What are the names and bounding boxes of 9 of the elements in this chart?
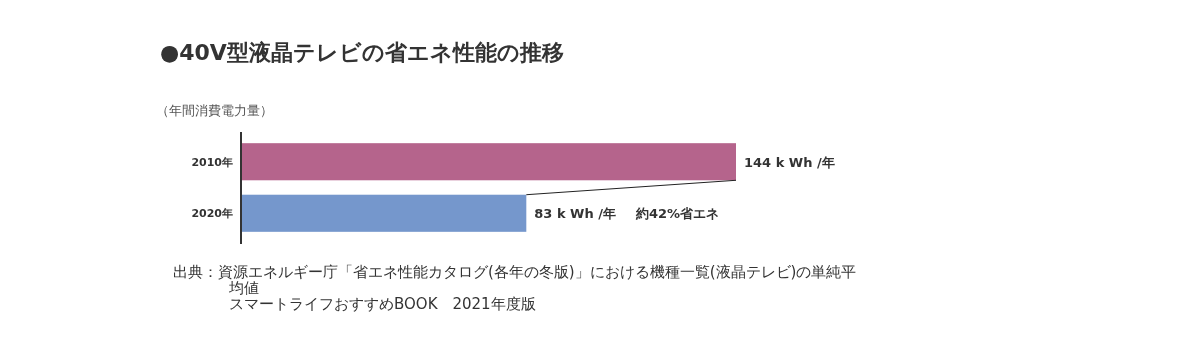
y-tick-label: 2020年 bbox=[191, 207, 233, 221]
data-label: 83 k Wh /年 bbox=[534, 206, 616, 222]
annotation: 約42%省エネ bbox=[635, 206, 720, 222]
y-axis-title: （年間消費電力量） bbox=[156, 103, 273, 118]
data-label: 144 k Wh /年 bbox=[744, 154, 835, 170]
source-note: 出典：資源エネルギー庁「省エネ性能カタログ(各年の冬版)」における機種一覧(液晶テレビ)の単純平均値 bbox=[173, 263, 858, 297]
chart-title: ●40V型液晶テレビの省エネ性能の推移 bbox=[160, 40, 564, 65]
y-tick-label: 2010年 bbox=[191, 155, 233, 169]
text: スマートライフおすすめBOOK 2021年度版 bbox=[228, 295, 537, 313]
